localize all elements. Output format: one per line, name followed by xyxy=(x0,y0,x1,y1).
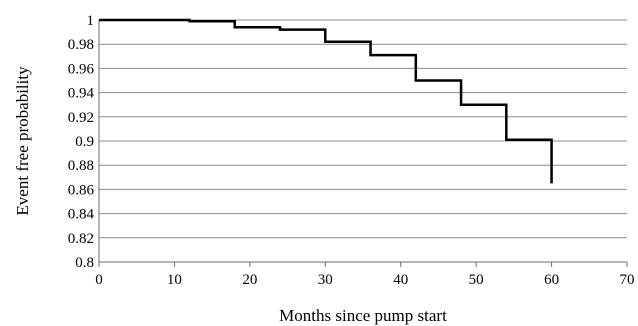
x-tick-label: 40 xyxy=(393,272,408,288)
axes xyxy=(98,20,628,267)
x-tick-label: 50 xyxy=(469,272,484,288)
y-tick-label: 0.86 xyxy=(68,182,95,198)
y-tick-label: 0.92 xyxy=(68,110,94,126)
y-tick-label: 0.9 xyxy=(75,134,94,150)
x-tick-label: 30 xyxy=(318,272,333,288)
y-tick-label: 0.94 xyxy=(68,86,95,102)
x-tick-label: 20 xyxy=(242,272,257,288)
y-tick-labels: 0.8 0.82 0.84 0.86 0.88 0.9 0.92 0.94 0.96 0.98 1 xyxy=(68,13,95,271)
x-tick-labels: 0 10 20 30 40 50 60 70 xyxy=(95,272,634,288)
grid-lines xyxy=(99,19,627,239)
y-tick-label: 0.82 xyxy=(68,231,94,247)
series-line-0 xyxy=(99,18,553,184)
series-layer xyxy=(99,18,553,184)
x-tick-label: 0 xyxy=(95,272,103,288)
y-tick-label: 0.96 xyxy=(68,61,95,77)
y-tick-label: 1 xyxy=(87,13,95,29)
x-tick-label: 70 xyxy=(620,272,635,288)
y-tick-label: 0.8 xyxy=(75,255,94,271)
x-axis-title: Months since pump start xyxy=(279,306,447,325)
y-axis-title: Event free probability xyxy=(13,66,32,216)
y-tick-label: 0.88 xyxy=(68,158,94,174)
x-tick-label: 60 xyxy=(544,272,559,288)
x-tick-label: 10 xyxy=(167,272,182,288)
y-tick-label: 0.84 xyxy=(68,207,95,223)
y-tick-label: 0.98 xyxy=(68,37,94,53)
